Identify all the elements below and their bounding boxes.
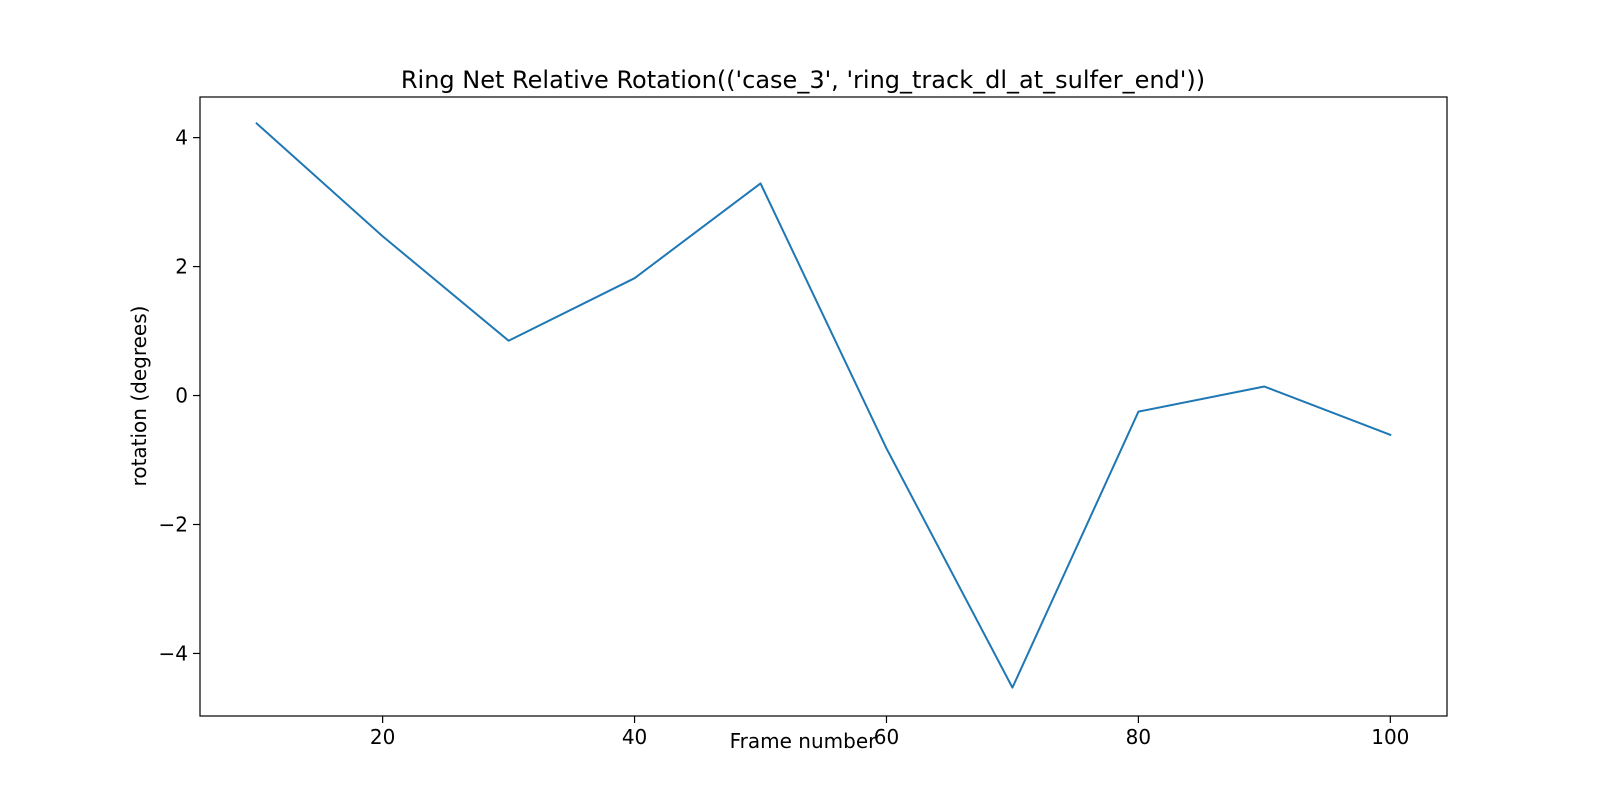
y-axis-label: rotation (degrees) bbox=[127, 306, 151, 487]
x-tick-label: 20 bbox=[370, 725, 395, 749]
axes-frame bbox=[199, 96, 1448, 717]
chart-title: Ring Net Relative Rotation(('case_3', 'r… bbox=[401, 66, 1205, 94]
x-tick-label: 100 bbox=[1371, 725, 1409, 749]
x-axis-label: Frame number bbox=[730, 729, 878, 753]
plot-area bbox=[199, 96, 1448, 717]
axis-ticks: 20 40 60 80 100 −4 −2 0 2 4 bbox=[159, 126, 1410, 749]
x-tick-label: 60 bbox=[874, 725, 899, 749]
y-tick-label: −2 bbox=[159, 512, 188, 536]
y-tick-label: 2 bbox=[175, 255, 188, 279]
x-tick-label: 80 bbox=[1126, 725, 1151, 749]
y-tick-label: 4 bbox=[175, 126, 188, 150]
x-tick-label: 40 bbox=[622, 725, 647, 749]
y-tick-label: 0 bbox=[175, 384, 188, 408]
y-tick-label: −4 bbox=[159, 641, 188, 665]
series-line-0 bbox=[255, 122, 1392, 689]
